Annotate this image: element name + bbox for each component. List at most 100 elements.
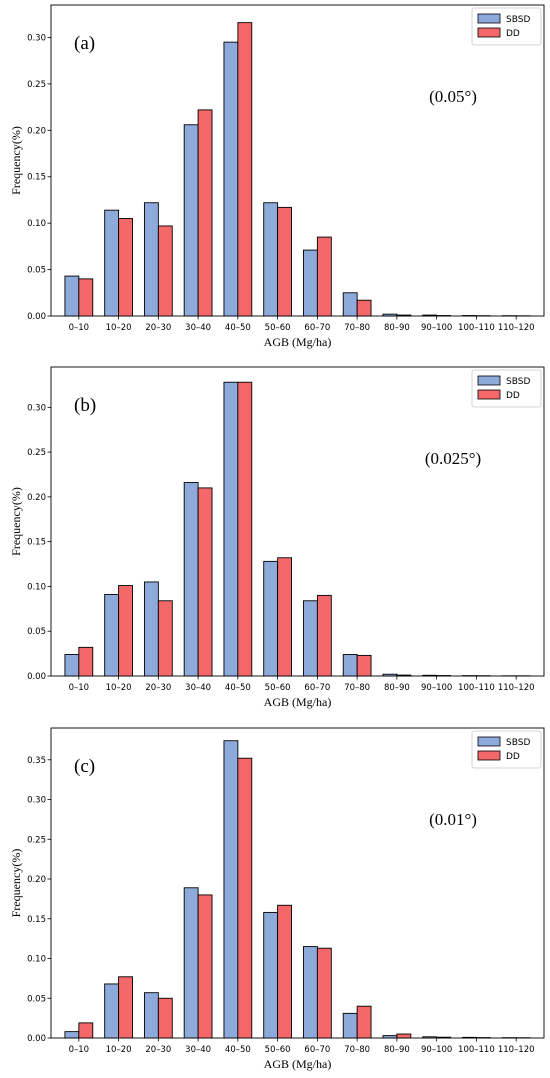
- bar-dd-4: [197, 109, 213, 317]
- bar-dd-5: [237, 381, 253, 677]
- bar-sbsd-3: [143, 202, 159, 317]
- bar-dd-7: [316, 594, 332, 677]
- x-tick-label: 10–20: [106, 1045, 132, 1055]
- resolution-annotation: (0.05°): [429, 87, 477, 106]
- x-tick-label: 0–10: [69, 323, 89, 333]
- bar-dd-2: [118, 218, 133, 317]
- bar-sbsd-2: [104, 594, 120, 677]
- chart-panel-1: 0.00 0.05 0.10 0.15 0.20 0.25 0.30 0–10 10–20 20–…: [9, 4, 545, 349]
- bar-sbsd-9: [382, 1035, 398, 1039]
- bar-dd-5: [237, 757, 253, 1039]
- legend-swatch-dd: [477, 389, 501, 400]
- x-tick-label: 100–110: [458, 683, 495, 693]
- bar-dd-1: [78, 646, 94, 677]
- x-tick-label: 100–110: [458, 323, 495, 333]
- bar-dd-1: [78, 278, 94, 317]
- bar-sbsd-6: [263, 202, 279, 317]
- x-tick-label: 0–10: [69, 683, 89, 693]
- legend-label-dd: DD: [506, 752, 520, 762]
- legend-label-dd: DD: [506, 29, 520, 39]
- y-tick-label: 0.15: [27, 538, 46, 548]
- bar-sbsd-4: [183, 887, 199, 1039]
- x-tick-label: 20–30: [145, 683, 171, 693]
- bar-sbsd-7: [303, 946, 318, 1039]
- panel-label: (b): [74, 395, 96, 416]
- y-tick-label: 0.30: [27, 33, 46, 43]
- x-tick-label: 40–50: [225, 323, 251, 333]
- legend-box: [471, 730, 542, 769]
- y-tick-label: 0.10: [27, 955, 46, 965]
- x-tick-label: 30–40: [185, 683, 211, 693]
- x-tick-label: 50–60: [265, 1045, 291, 1055]
- resolution-annotation: (0.01°): [429, 810, 477, 829]
- y-tick-label: 0.30: [27, 403, 46, 413]
- panel-label: (c): [74, 756, 95, 777]
- y-tick-label: 0.00: [27, 312, 46, 322]
- bar-dd-7: [316, 236, 332, 317]
- bar-sbsd-9: [382, 313, 398, 317]
- legend-label-sbsd: SBSD: [506, 377, 530, 387]
- y-tick-label: 0.00: [27, 1034, 46, 1044]
- bar-sbsd-7: [303, 600, 318, 677]
- bar-dd-6: [277, 557, 292, 677]
- legend-swatch-sbsd: [477, 375, 501, 386]
- y-tick-label: 0.30: [27, 796, 46, 806]
- x-tick-label: 60–70: [304, 1045, 330, 1055]
- y-tick-label: 0.10: [27, 219, 46, 229]
- legend-box: [471, 7, 542, 46]
- bar-sbsd-1: [64, 275, 80, 317]
- y-tick-label: 0.20: [27, 493, 46, 503]
- bar-dd-9: [396, 674, 412, 677]
- legend-swatch-dd: [477, 750, 501, 761]
- x-tick-label: 80–90: [384, 683, 410, 693]
- x-tick-label: 110–120: [498, 1045, 535, 1055]
- x-tick-label: 110–120: [498, 683, 535, 693]
- x-tick-label: 20–30: [145, 323, 171, 333]
- bar-sbsd-10: [422, 314, 438, 317]
- x-tick-label: 10–20: [106, 323, 132, 333]
- bar-dd-3: [157, 600, 173, 677]
- x-tick-label: 70–80: [344, 1045, 370, 1055]
- bar-dd-9: [396, 314, 412, 317]
- bar-dd-10: [436, 1036, 452, 1039]
- x-tick-label: 70–80: [344, 683, 370, 693]
- x-tick-label: 60–70: [304, 683, 330, 693]
- bar-dd-9: [396, 1033, 412, 1039]
- y-tick-label: 0.10: [27, 582, 46, 592]
- bar-sbsd-6: [263, 560, 279, 677]
- x-tick-label: 100–110: [458, 1045, 495, 1055]
- bar-sbsd-2: [104, 209, 120, 317]
- resolution-annotation: (0.025°): [425, 449, 481, 468]
- bar-dd-5: [237, 22, 253, 317]
- bar-dd-2: [118, 585, 133, 677]
- x-tick-label: 10–20: [106, 683, 132, 693]
- bar-sbsd-3: [143, 992, 159, 1039]
- x-tick-label: 20–30: [145, 1045, 171, 1055]
- chart-panel-2: 0.00 0.05 0.10 0.15 0.20 0.25 0.30 0–10 10–20 20–…: [9, 366, 545, 709]
- y-tick-label: 0.00: [27, 672, 46, 682]
- x-tick-label: 50–60: [265, 683, 291, 693]
- y-tick-label: 0.05: [27, 266, 46, 276]
- bar-sbsd-10: [422, 1036, 438, 1039]
- y-axis-label: Frequency(%): [9, 487, 23, 556]
- bar-sbsd-10: [422, 674, 438, 677]
- legend-label-dd: DD: [506, 391, 520, 401]
- bar-dd-8: [356, 654, 372, 677]
- y-tick-label: 0.05: [27, 627, 46, 637]
- bar-sbsd-5: [223, 740, 239, 1039]
- bar-sbsd-8: [342, 1012, 358, 1039]
- x-tick-label: 70–80: [344, 323, 370, 333]
- x-tick-label: 60–70: [304, 323, 330, 333]
- bar-sbsd-1: [64, 1031, 80, 1039]
- y-tick-label: 0.05: [27, 994, 46, 1004]
- y-axis-label: Frequency(%): [9, 849, 23, 918]
- x-tick-label: 50–60: [265, 323, 291, 333]
- bar-dd-4: [197, 894, 213, 1039]
- bar-sbsd-8: [342, 292, 358, 317]
- bar-dd-8: [356, 1005, 372, 1039]
- legend-label-sbsd: SBSD: [506, 15, 530, 25]
- x-tick-label: 0–10: [69, 1045, 89, 1055]
- x-tick-label: 80–90: [384, 323, 410, 333]
- x-tick-label: 40–50: [225, 683, 251, 693]
- legend-swatch-sbsd: [477, 736, 501, 747]
